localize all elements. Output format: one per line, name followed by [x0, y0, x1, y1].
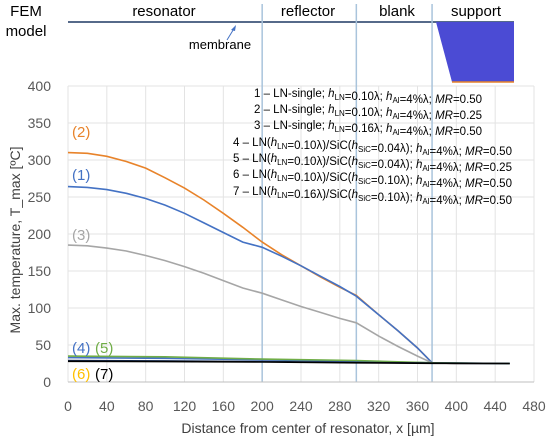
x-tick-label: 400	[445, 398, 469, 414]
region-label-resonator: resonator	[132, 3, 195, 20]
axes: 0 40 80 120 160 200 240 280 320 360 400 440 480 0 50 10…	[28, 78, 546, 414]
fem-model-header: FEM model resonator reflector blank supp…	[6, 3, 514, 83]
legend-entry-1: 1 – LN-single; hLN=0.10λ; hAl=4%λ; MR=0.…	[254, 88, 482, 106]
membrane-arrow-head	[231, 25, 236, 31]
y-tick-label: 200	[28, 226, 52, 242]
y-tick-label: 100	[28, 300, 52, 316]
legend-entry-6: 6 – LN(hLN=0.10λ)/SiC(hSiC=0.10λ); hAl=4…	[233, 169, 512, 190]
series-line-2	[67, 185, 510, 365]
membrane-label: membrane	[189, 37, 251, 52]
series-line-3	[67, 244, 510, 365]
x-tick-label: 160	[212, 398, 236, 414]
y-tick-label: 50	[35, 337, 51, 353]
series-label: (7)	[95, 366, 113, 383]
y-tick-label: 0	[43, 374, 51, 390]
x-tick-label: 360	[406, 398, 430, 414]
y-tick-label: 350	[28, 115, 52, 131]
region-boundaries	[261, 4, 433, 382]
series-label: (5)	[95, 340, 113, 357]
x-tick-label: 80	[138, 398, 154, 414]
series-lines	[67, 151, 510, 365]
series-label: (3)	[72, 227, 90, 244]
x-tick-label: 120	[173, 398, 197, 414]
series-label: (2)	[72, 124, 90, 141]
legend: 1 – LN-single; hLN=0.10λ; hAl=4%λ; MR=0.…	[233, 88, 512, 207]
legend-entry-4: 4 – LN(hLN=0.10λ)/SiC(hSiC=0.04λ); hAl=4…	[233, 137, 512, 158]
legend-entry-2: 2 – LN-single; hLN=0.10λ; hAl=4%λ; MR=0.…	[254, 104, 482, 122]
series-line-7	[67, 360, 510, 365]
x-tick-label: 240	[289, 398, 313, 414]
fem-label-line1: FEM	[10, 3, 42, 20]
region-label-reflector: reflector	[281, 3, 335, 20]
series-label: (6)	[72, 366, 90, 383]
x-tick-label: 40	[99, 398, 115, 414]
x-tick-label: 480	[522, 398, 546, 414]
y-tick-label: 300	[28, 152, 52, 168]
fem-label-line2: model	[6, 23, 47, 40]
legend-entry-5: 5 – LN(hLN=0.10λ)/SiC(hSiC=0.04λ); hAl=4…	[233, 153, 512, 174]
y-tick-label: 150	[28, 263, 52, 279]
x-tick-label: 320	[367, 398, 391, 414]
y-tick-label: 400	[28, 78, 52, 94]
series-label: (4)	[72, 340, 90, 357]
region-label-blank: blank	[379, 3, 415, 20]
legend-entry-7: 7 – LN(hLN=0.16λ)/SiC(hSiC=0.10λ); hAl=4…	[233, 186, 512, 207]
x-tick-label: 440	[483, 398, 507, 414]
x-axis-label: Distance from center of resonator, x [µm…	[181, 420, 434, 436]
series-label: (1)	[72, 167, 90, 184]
grid-lines	[67, 85, 535, 383]
legend-entry-3: 3 – LN-single; hLN=0.16λ; hAl=4%λ; MR=0.…	[254, 120, 482, 138]
x-tick-label: 200	[250, 398, 274, 414]
region-label-support: support	[451, 3, 502, 20]
y-axis-label: Max. temperature, T_max [ºC]	[7, 147, 23, 334]
x-tick-label: 0	[64, 398, 72, 414]
x-tick-label: 280	[328, 398, 352, 414]
series-labels: (2) (1) (3) (4) (5) (6) (7)	[72, 124, 113, 383]
support-block	[436, 22, 514, 82]
y-tick-label: 250	[28, 189, 52, 205]
